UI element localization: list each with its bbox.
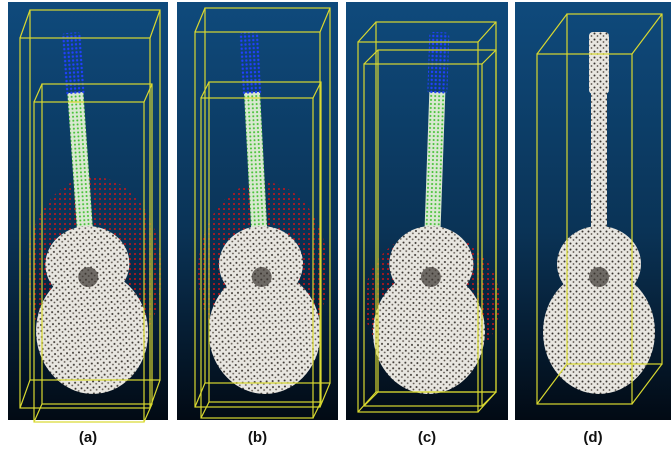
panel: [515, 2, 671, 420]
figure-canvas: (a) (b) (c) (d): [0, 0, 671, 452]
panel: [177, 2, 338, 420]
sound-hole: [589, 267, 609, 287]
figure: (a) (b) (c) (d): [0, 0, 671, 452]
panel-label: (b): [248, 429, 267, 446]
guitar-lower-bout: [543, 270, 655, 394]
panel: [346, 2, 508, 420]
panel-label: (c): [418, 429, 436, 446]
guitar-head: [239, 32, 262, 95]
guitar-head: [427, 32, 449, 95]
panel-label: (d): [583, 429, 602, 446]
guitar-head: [589, 32, 609, 94]
panel-label: (a): [79, 429, 97, 446]
panel: [8, 2, 168, 422]
